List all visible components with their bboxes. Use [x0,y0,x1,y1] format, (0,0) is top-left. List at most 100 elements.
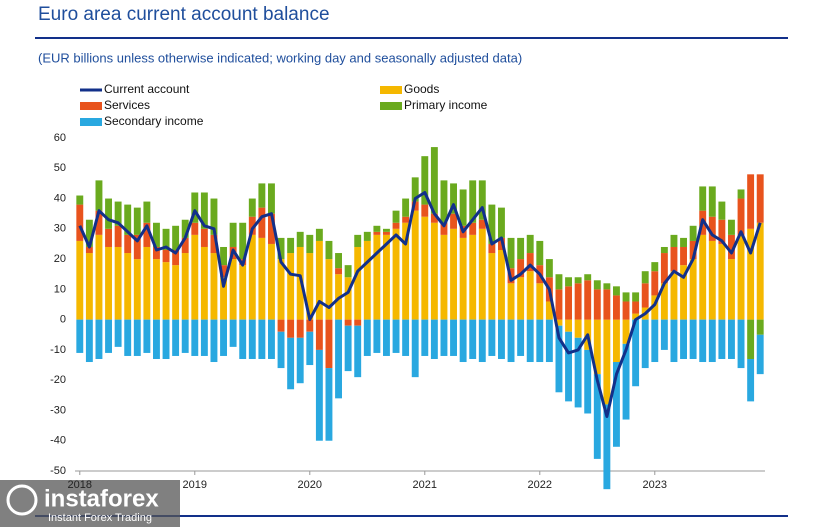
bar-segment [124,253,132,320]
bar-segment [536,283,544,320]
bar-segment [162,228,170,251]
bar-segment [392,210,400,223]
bar-segment [440,319,448,356]
bar-segment [143,201,151,223]
chart-title: Euro area current account balance [38,4,330,25]
bar-segment [613,286,620,296]
bar-segment [114,319,122,347]
bar-segment [210,253,218,320]
bar-segment [306,253,314,320]
bar-segment [143,222,151,247]
bar-segment [411,319,419,378]
bar-segment [737,189,745,199]
bar-segment [430,213,438,223]
legend-label: Goods [404,82,439,96]
bar-segment [76,204,84,241]
y-tick-label: 0 [60,314,66,326]
bar-segment [708,186,716,217]
bar-segment [603,283,611,290]
bar-segment [392,319,400,353]
bar-segment [248,198,256,217]
bar-segment [421,156,429,205]
bar-segment [373,234,381,320]
legend-swatch [380,102,402,110]
bar-segment [584,274,592,281]
bar-segment [708,319,716,363]
bar-segment [584,280,592,320]
x-tick-label: 2019 [183,479,207,491]
bar-segment [478,228,486,320]
bar-segment [421,319,429,356]
bar-segment [287,319,295,338]
bar-segment [220,265,227,278]
bar-segment [593,374,601,459]
bar-segment [498,207,505,238]
bar-segment [268,213,275,244]
bar-segment [756,174,764,223]
bar-segment [459,237,467,320]
bar-segment [172,319,180,356]
bar-segment [383,228,390,232]
bar-segment [363,319,371,356]
bar-segment [651,319,659,363]
x-tick-label: 2023 [643,479,667,491]
bar-segment [277,259,285,320]
bar-segment [450,183,457,214]
bar-segment [344,325,352,372]
bar-segment [517,319,525,356]
bar-segment [363,231,371,241]
bar-segment [239,265,247,320]
bar-segment [344,277,352,320]
bar-segment [555,289,563,320]
bar-segment [545,259,553,278]
bar-segment [622,301,630,320]
watermark-tagline: Instant Forex Trading [48,512,152,524]
bar-segment [670,234,678,247]
bar-segment [402,319,410,356]
bar-segment [737,234,745,320]
bar-segment [229,259,237,320]
bar-segment [105,319,112,353]
bar-segment [268,319,275,359]
bar-segment [114,201,122,226]
bar-segment [632,292,640,302]
bar-segment [325,259,333,320]
bar-segment [248,319,256,359]
bar-segment [526,253,534,272]
bar-segment [737,319,745,369]
bar-segment [402,216,410,223]
bar-segment [315,228,323,241]
bar-segment [95,180,103,211]
bar-segment [574,319,582,338]
watermark-logo [6,484,38,516]
x-tick-label: 2020 [298,479,322,491]
bar-segment [593,319,601,375]
bar-segment [632,313,640,320]
bar-segment [488,253,496,320]
bar-segment [488,319,496,356]
bar-segment [469,234,477,320]
bar-segment [191,234,199,320]
bar-segment [507,319,515,363]
bar-segment [565,286,572,320]
bar-segment [210,198,218,235]
bar-segment [296,319,304,338]
bar-segment [373,225,381,232]
bar-segment [296,231,304,247]
bar-segment [603,289,611,320]
bar-segment [85,253,93,320]
bar-segment [76,319,84,353]
legend-swatch [80,102,102,110]
bar-segment [277,237,285,260]
bar-segment [641,271,649,284]
y-tick-label: 40 [54,192,66,204]
watermark: instaforex Instant Forex Trading [0,480,180,527]
bar-segment [76,240,84,320]
bar-segment [622,319,630,344]
bar-segment [315,240,323,320]
bar-segment [133,234,141,260]
bar-segment [200,246,208,320]
bar-segment [411,210,419,320]
bar-segment [421,216,429,320]
bar-segment [153,246,160,260]
